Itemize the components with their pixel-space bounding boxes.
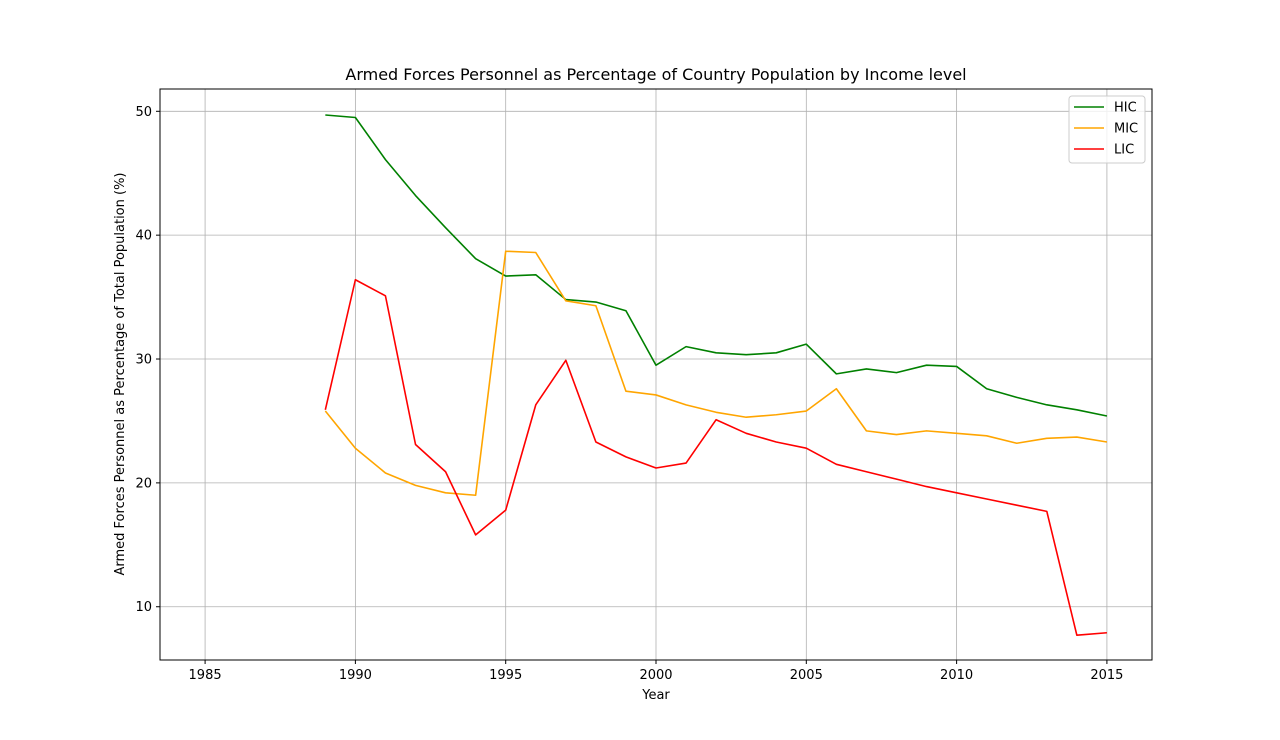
legend: HIC MIC LIC — [1068, 95, 1146, 164]
series-line-hic — [325, 114, 1108, 417]
y-tick-label: 20 — [135, 476, 152, 491]
chart-title: Armed Forces Personnel as Percentage of … — [345, 65, 966, 84]
y-tick-label: 30 — [135, 353, 152, 368]
series-layer — [324, 114, 1108, 637]
y-tick-label: 10 — [135, 600, 152, 615]
legend-box — [1068, 95, 1146, 164]
x-axis-label: Year — [641, 688, 670, 703]
y-axis-label: Armed Forces Personnel as Percentage of … — [113, 172, 128, 575]
grid-layer — [160, 89, 1152, 660]
y-tick-label: 40 — [135, 229, 152, 244]
x-tick-label: 1985 — [189, 668, 222, 683]
y-tick-label: 50 — [135, 105, 152, 120]
x-tick-label: 2015 — [1090, 668, 1123, 683]
tick-layer: 1985 1990 1995 2000 2005 2010 2015 10 20 30 40 50 — [135, 105, 1123, 683]
x-tick-label: 2000 — [639, 668, 672, 683]
x-tick-label: 1995 — [489, 668, 522, 683]
series-line-lic — [324, 278, 1107, 637]
x-tick-label: 2005 — [790, 668, 823, 683]
legend-label-lic: LIC — [1114, 143, 1134, 158]
x-tick-label: 2010 — [940, 668, 973, 683]
legend-label-hic: HIC — [1114, 101, 1137, 116]
legend-label-mic: MIC — [1114, 122, 1138, 137]
x-tick-label: 1990 — [339, 668, 372, 683]
